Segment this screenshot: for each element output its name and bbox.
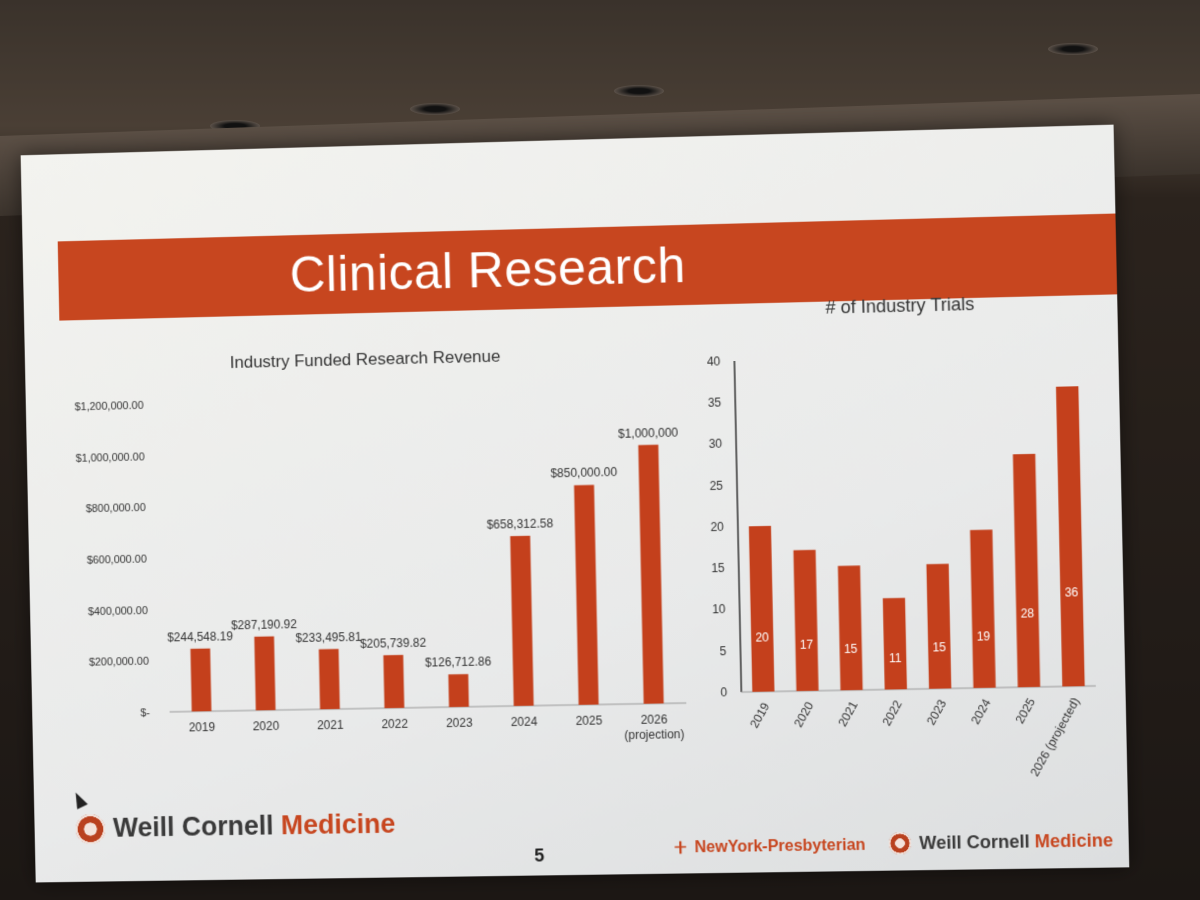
chart1-x-tick-label: 2019 — [189, 720, 216, 734]
chart1-x-axis — [170, 703, 687, 712]
logo-text-part2: Medicine — [1034, 829, 1114, 851]
chart2-data-label: 20 — [755, 631, 769, 645]
logo-text-part2: Medicine — [280, 808, 396, 841]
ceiling-light — [614, 85, 664, 97]
weill-cornell-logo-left: Weill Cornell Medicine — [75, 808, 396, 845]
chart1-data-label: $205,739.82 — [360, 635, 427, 650]
chart1-x-tick-label: 2023 — [446, 716, 473, 730]
chart1-data-label: $126,712.86 — [425, 655, 492, 670]
presentation-slide: Clinical Research Industry Funded Resear… — [20, 124, 1130, 883]
chart1-data-label: $233,495.81 — [295, 630, 362, 645]
chart2-bar — [970, 529, 996, 689]
chart2-x-axis — [741, 686, 1095, 692]
chart2-data-label: 28 — [1020, 606, 1034, 620]
chart2-bar — [882, 597, 907, 690]
chart1-x-tick-label: 2024 — [511, 715, 538, 730]
chart2-x-tick-label: 2020 — [791, 699, 817, 730]
chart2-bar — [793, 549, 819, 692]
chart2-data-label: 11 — [889, 651, 902, 665]
chart1-bar — [448, 674, 469, 708]
chart1-y-tick-label: $800,000.00 — [86, 502, 146, 515]
weill-cornell-seal-icon — [888, 832, 912, 855]
page-number: 5 — [534, 845, 545, 866]
charts-canvas: Industry Funded Research Revenue $- $200,0… — [74, 294, 1130, 779]
chart1-y-tick-label: $1,200,000.00 — [74, 400, 143, 414]
chart2-title: # of Industry Trials — [825, 294, 974, 318]
chart1-bar — [383, 654, 405, 709]
chart1-bar — [510, 536, 535, 707]
chart1-y-tick-label: $1,000,000.00 — [76, 451, 145, 464]
weill-cornell-logo-right: Weill Cornell Medicine — [888, 829, 1114, 855]
chart2-x-tick-label: 2021 — [835, 698, 861, 729]
chart2-y-tick-label: 40 — [707, 354, 721, 368]
chart1-data-label: $287,190.92 — [231, 617, 297, 632]
chart2-x-tick-label: 2026 (projected) — [1027, 695, 1082, 779]
chart2-y-tick-label: 15 — [711, 561, 725, 575]
chart2-y-tick-label: 30 — [709, 437, 723, 451]
chart2-y-tick-label: 0 — [720, 685, 727, 699]
chart1-bar — [318, 648, 340, 710]
ceiling-light — [410, 103, 460, 115]
chart1-y-tick-label: $200,000.00 — [89, 656, 149, 669]
chart1-x-tick-label: 2025 — [575, 713, 602, 728]
chart2-data-label: 36 — [1065, 585, 1079, 599]
chart2-y-tick-label: 25 — [709, 478, 723, 492]
chart1-x-tick-label: 2020 — [253, 719, 280, 733]
logo-text-part1: Weill Cornell — [112, 810, 282, 843]
chart1-x-tick-label: 2021 — [317, 718, 344, 732]
chart1-bar — [638, 444, 664, 704]
weill-cornell-seal-icon — [75, 813, 106, 844]
chart1-y-tick-label: $400,000.00 — [88, 605, 148, 618]
chart2-x-tick-label: 2023 — [924, 697, 950, 728]
chart1-bar — [573, 484, 599, 705]
chart1-y-tick-label: $- — [140, 707, 150, 719]
chart1-x-tick-label: 2022 — [381, 717, 408, 731]
chart2-x-tick-label: 2022 — [879, 698, 905, 729]
logo-text-part1: Weill Cornell — [918, 830, 1035, 853]
ceiling-light — [1048, 43, 1098, 55]
chart2-y-tick-label: 35 — [708, 396, 722, 410]
chart2-data-label: 15 — [844, 642, 858, 656]
chart1-x-tick-label: 2026 — [641, 712, 668, 727]
chart1-data-label: $1,000,000 — [618, 425, 679, 440]
chart2-bar — [1012, 453, 1041, 688]
nyp-mark-icon: ⵜ — [674, 840, 687, 858]
chart2-bar — [926, 563, 952, 689]
nyp-text: NewYork-Presbyterian — [694, 836, 866, 857]
chart2-y-tick-label: 5 — [720, 644, 727, 658]
chart2-x-tick-label: 2025 — [1012, 695, 1038, 726]
chart1-x-tick-label: (projection) — [624, 727, 684, 742]
chart2-x-tick-label: 2019 — [747, 700, 773, 731]
chart1-bar — [190, 648, 212, 712]
chart1-data-label: $850,000.00 — [550, 465, 617, 481]
chart1-bar — [254, 636, 276, 711]
chart2-x-tick-label: 2024 — [968, 696, 994, 727]
chart2-bar — [837, 565, 863, 691]
newyork-presbyterian-logo: ⵜ NewYork-Presbyterian — [674, 836, 866, 859]
chart2-data-label: 15 — [932, 640, 946, 654]
chart2-bar — [748, 525, 775, 692]
chart2-data-label: 19 — [977, 629, 991, 643]
chart1-data-label: $244,548.19 — [167, 629, 233, 644]
chart2-bar — [1055, 386, 1085, 687]
chart1-data-label: $658,312.58 — [487, 516, 554, 531]
chart1-title: Industry Funded Research Revenue — [230, 347, 501, 372]
chart1-y-tick-label: $600,000.00 — [87, 554, 147, 567]
chart2-y-tick-label: 10 — [712, 602, 726, 616]
chart2-y-axis — [734, 361, 741, 692]
chart2-data-label: 17 — [800, 637, 814, 651]
chart2-y-tick-label: 20 — [710, 520, 724, 534]
